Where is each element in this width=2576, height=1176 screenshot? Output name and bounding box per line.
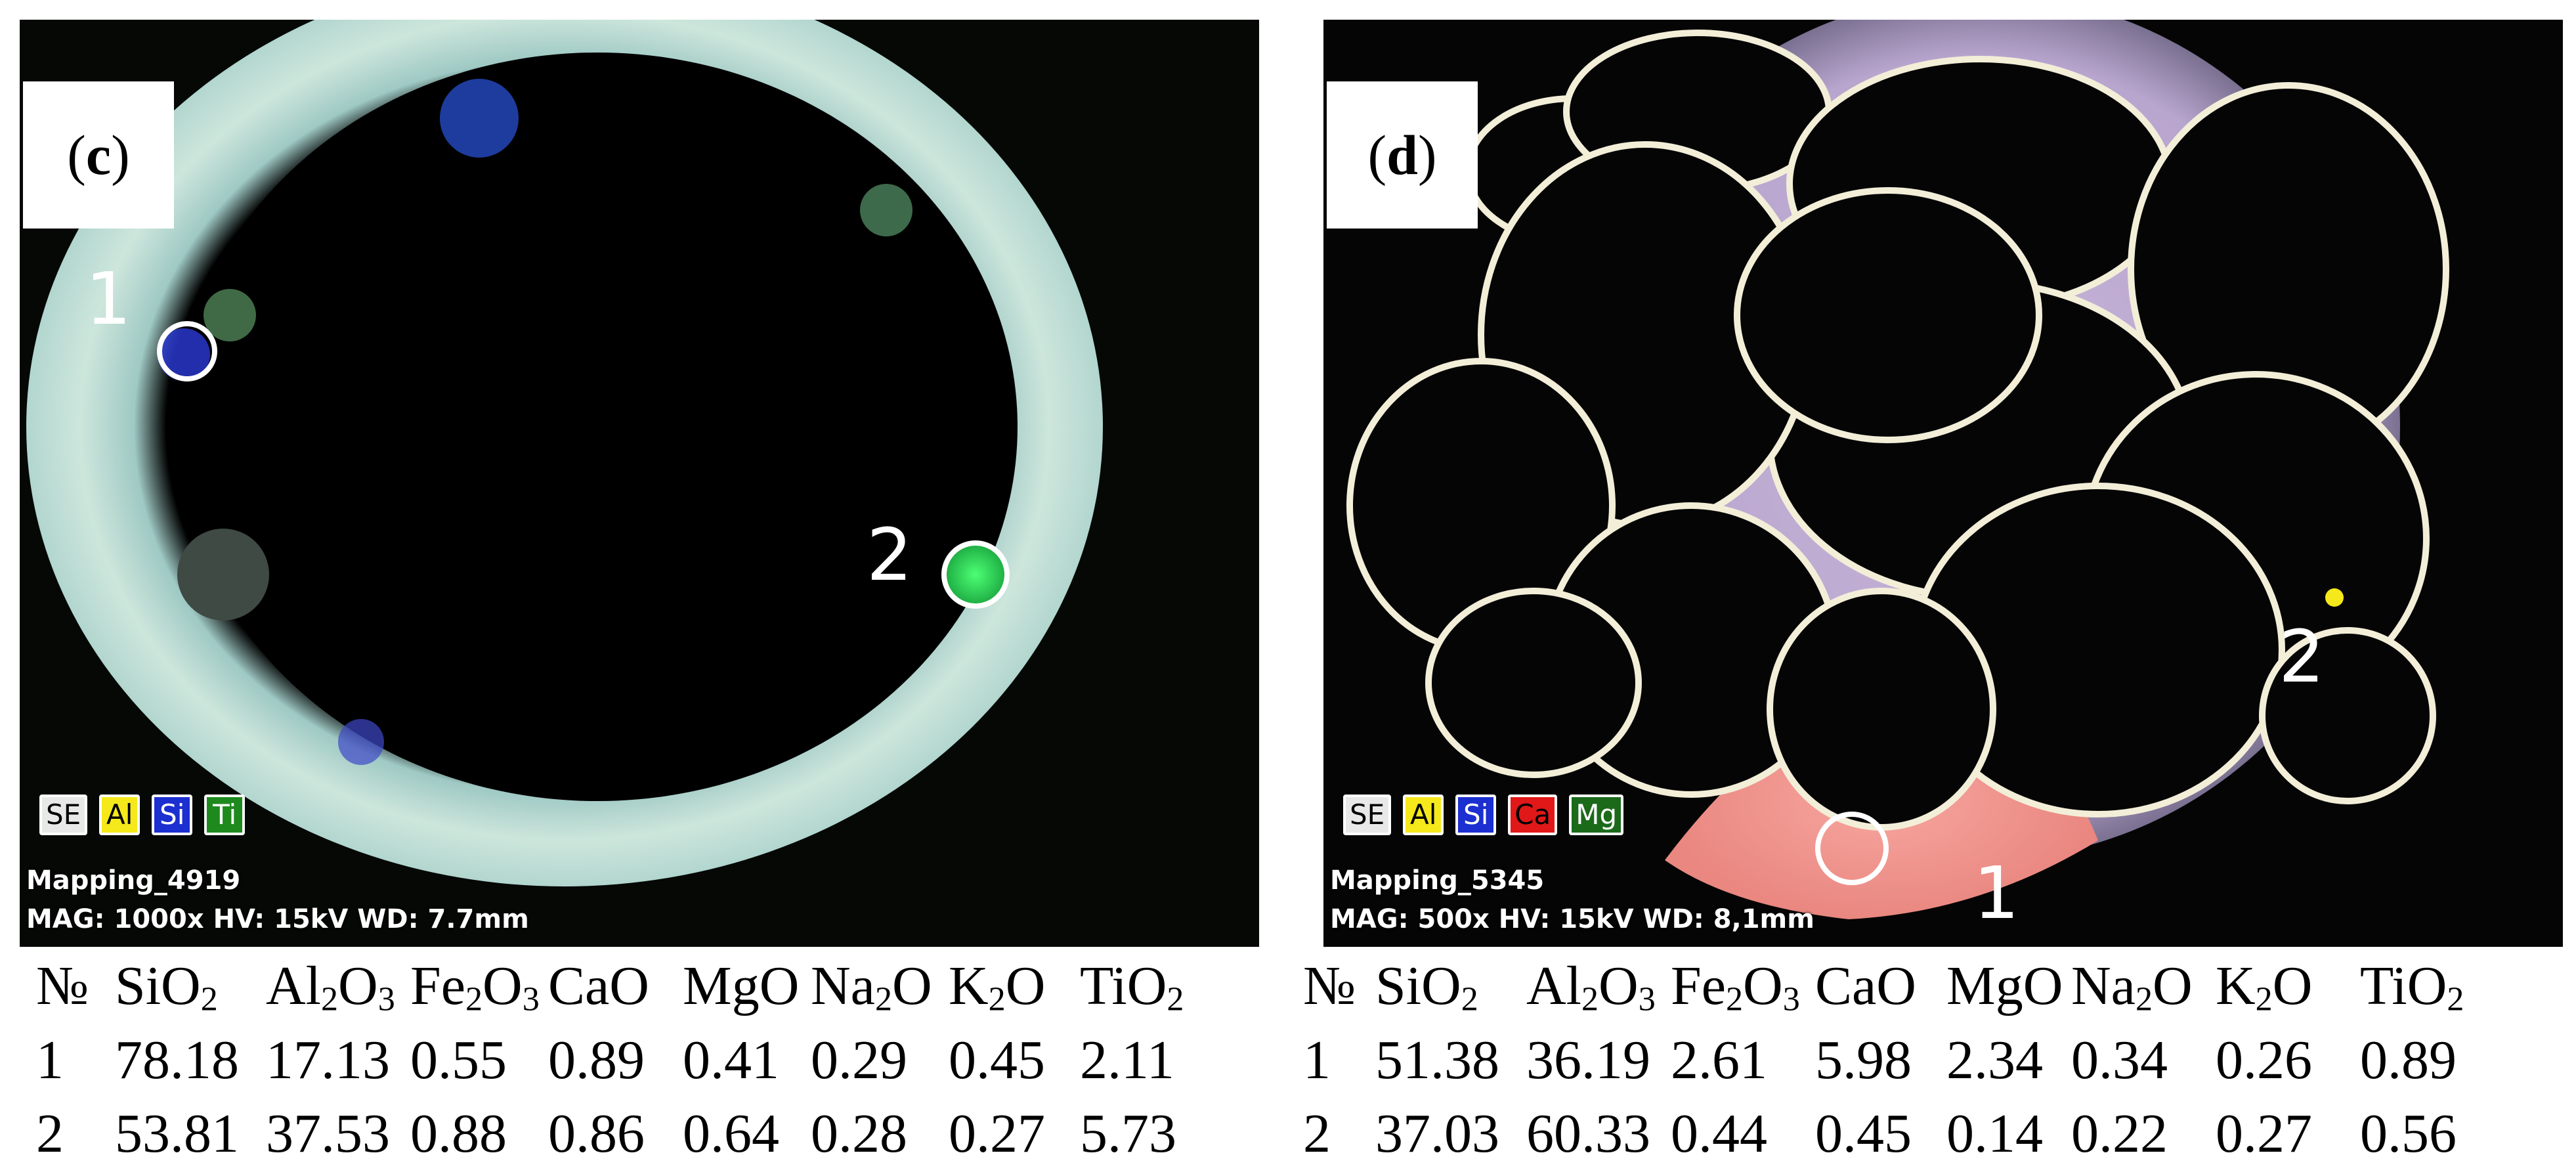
legend-chip-si: Si bbox=[152, 795, 193, 835]
table-cell: 2 bbox=[1303, 1103, 1331, 1164]
table-cell: 0.45 bbox=[1815, 1103, 1912, 1164]
table-header-cell: № bbox=[36, 955, 89, 1016]
table-header-cell: CaO bbox=[1815, 955, 1916, 1016]
table-cell: 0.64 bbox=[683, 1103, 779, 1164]
legend-chip-ti: Ti bbox=[204, 795, 246, 835]
table-header-cell: Fe2O3 bbox=[1671, 955, 1800, 1018]
table-cell: 0.34 bbox=[2071, 1030, 2168, 1091]
table-cell: 78.18 bbox=[115, 1030, 239, 1091]
table-cell: 0.56 bbox=[2360, 1103, 2457, 1164]
table-cell: 2.61 bbox=[1671, 1030, 1767, 1091]
table-cell: 37.53 bbox=[266, 1103, 390, 1164]
table-cell: 0.55 bbox=[410, 1030, 507, 1091]
table-header-cell: Al2O3 bbox=[266, 955, 395, 1018]
table-cell: 1 bbox=[1303, 1030, 1331, 1091]
panel-label: (c) bbox=[23, 81, 174, 229]
table-header-cell: № bbox=[1303, 955, 1356, 1016]
legend-chip-mg: Mg bbox=[1569, 795, 1624, 835]
table-header-cell: TiO2 bbox=[2360, 955, 2464, 1018]
point-number-1: 1 bbox=[1973, 851, 2019, 935]
table-cell: 2.34 bbox=[1946, 1030, 2043, 1091]
table-cell: 2 bbox=[36, 1103, 64, 1164]
table-header-cell: Al2O3 bbox=[1526, 955, 1656, 1018]
table-cell: 0.22 bbox=[2071, 1103, 2168, 1164]
mapping-id: Mapping_4919 bbox=[26, 865, 241, 896]
table-header-cell: Na2O bbox=[2071, 955, 2193, 1018]
sem-edx-map-image-c bbox=[20, 20, 1259, 947]
table-header-cell: K2O bbox=[2216, 955, 2313, 1018]
table-cell: 2.11 bbox=[1080, 1030, 1174, 1091]
analysis-point-1-marker bbox=[1815, 812, 1889, 885]
table-cell: 17.13 bbox=[266, 1030, 390, 1091]
point-number-2: 2 bbox=[867, 513, 912, 597]
table-header-cell: Na2O bbox=[811, 955, 932, 1018]
point-number-1: 1 bbox=[85, 257, 131, 341]
table-cell: 5.98 bbox=[1815, 1030, 1912, 1091]
element-legend: SE Al Si Ti bbox=[39, 795, 246, 835]
table-cell: 0.27 bbox=[2216, 1103, 2312, 1164]
micrograph-panel-d: (d) 1 2 SE Al Si Ca Mg Mapping_5345 MAG:… bbox=[1323, 20, 2563, 947]
legend-chip-se: SE bbox=[1343, 795, 1392, 835]
table-cell: 0.29 bbox=[811, 1030, 907, 1091]
point-number-2: 2 bbox=[2279, 615, 2325, 699]
table-cell: 1 bbox=[36, 1030, 64, 1091]
table-cell: 0.26 bbox=[2216, 1030, 2312, 1091]
table-cell: 0.41 bbox=[683, 1030, 779, 1091]
table-header-cell: CaO bbox=[548, 955, 649, 1016]
table-cell: 53.81 bbox=[115, 1103, 239, 1164]
table-header-cell: TiO2 bbox=[1080, 955, 1184, 1018]
table-header-cell: K2O bbox=[949, 955, 1046, 1018]
legend-chip-si: Si bbox=[1455, 795, 1497, 835]
table-cell: 0.27 bbox=[949, 1103, 1045, 1164]
table-cell: 0.28 bbox=[811, 1103, 907, 1164]
table-header-cell: Fe2O3 bbox=[410, 955, 540, 1018]
acquisition-parameters: MAG: 1000x HV: 15kV WD: 7.7mm bbox=[26, 904, 529, 934]
table-cell: 0.14 bbox=[1946, 1103, 2043, 1164]
table-cell: 0.89 bbox=[2360, 1030, 2457, 1091]
mapping-id: Mapping_5345 bbox=[1330, 865, 1545, 896]
table-cell: 5.73 bbox=[1080, 1103, 1176, 1164]
panel-label: (d) bbox=[1327, 81, 1478, 229]
table-cell: 0.44 bbox=[1671, 1103, 1767, 1164]
table-cell: 0.86 bbox=[548, 1103, 645, 1164]
table-header-cell: SiO2 bbox=[1375, 955, 1478, 1018]
table-cell: 37.03 bbox=[1375, 1103, 1499, 1164]
legend-chip-ca: Ca bbox=[1508, 795, 1558, 835]
analysis-point-2-marker bbox=[941, 540, 1010, 609]
table-cell: 0.88 bbox=[410, 1103, 507, 1164]
table-header-cell: MgO bbox=[1946, 955, 2063, 1016]
analysis-point-1-marker bbox=[157, 321, 217, 381]
acquisition-parameters: MAG: 500x HV: 15kV WD: 8,1mm bbox=[1330, 904, 1814, 934]
legend-chip-al: Al bbox=[1403, 795, 1444, 835]
legend-chip-al: Al bbox=[99, 795, 140, 835]
table-cell: 36.19 bbox=[1526, 1030, 1650, 1091]
micrograph-panel-c: (c) 1 2 SE Al Si Ti Mapping_4919 MAG: 10… bbox=[20, 20, 1259, 947]
table-header-cell: SiO2 bbox=[115, 955, 218, 1018]
sem-edx-map-image-d bbox=[1323, 20, 2563, 947]
legend-chip-se: SE bbox=[39, 795, 88, 835]
table-header-cell: MgO bbox=[683, 955, 800, 1016]
table-cell: 60.33 bbox=[1526, 1103, 1650, 1164]
table-cell: 0.45 bbox=[949, 1030, 1045, 1091]
table-cell: 51.38 bbox=[1375, 1030, 1499, 1091]
table-cell: 0.89 bbox=[548, 1030, 645, 1091]
element-legend: SE Al Si Ca Mg bbox=[1343, 795, 1624, 835]
